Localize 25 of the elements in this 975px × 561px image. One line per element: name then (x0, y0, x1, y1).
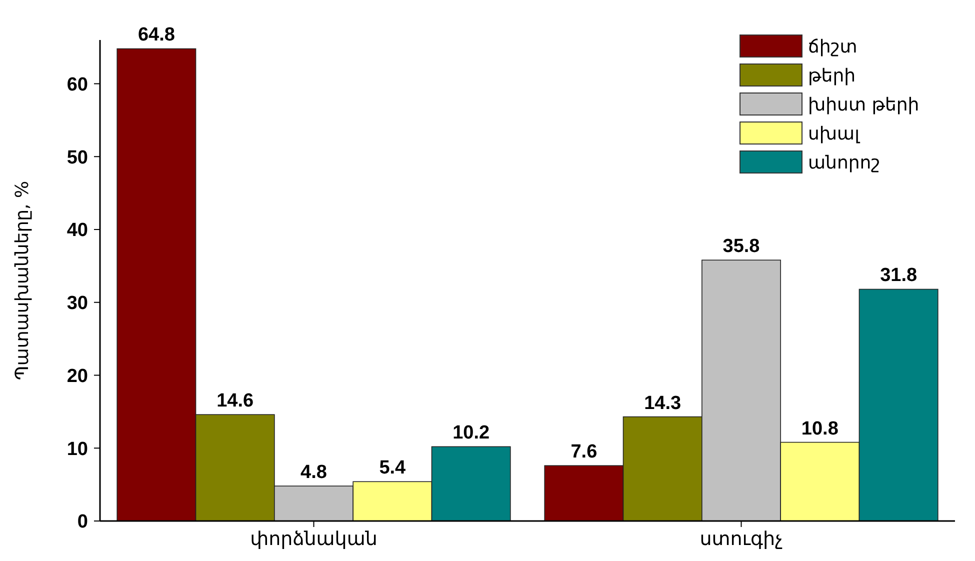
legend-label: թերի (808, 65, 856, 86)
data-label: 4.8 (300, 462, 327, 484)
legend-label: անորոշ (808, 152, 880, 174)
data-label: 5.4 (379, 458, 406, 479)
legend-label: սխալ (808, 123, 861, 144)
data-label: 14.6 (216, 390, 254, 412)
y-axis-title: Պատասխանները, % (12, 180, 33, 380)
data-label: 10.8 (801, 418, 838, 440)
data-label: 64.8 (138, 24, 175, 46)
data-label: 14.3 (644, 392, 682, 414)
y-tick-label: 50 (66, 147, 88, 168)
y-tick-label: 20 (66, 366, 88, 387)
data-label: 31.8 (880, 265, 918, 286)
y-tick-label: 60 (66, 74, 88, 96)
data-label: 10.2 (452, 422, 490, 444)
y-tick-label: 40 (66, 220, 88, 242)
legend-label: ճիշտ (808, 36, 858, 58)
data-label: 7.6 (570, 442, 598, 463)
legend-label: խիստ թերի (808, 94, 920, 116)
x-tick-label: փորձնական (250, 528, 378, 550)
y-tick-label: 0 (77, 512, 88, 533)
data-label: 35.8 (722, 236, 760, 258)
y-tick-label: 30 (66, 293, 88, 314)
x-tick-label: ստուգիչ (700, 528, 784, 550)
y-tick-label: 10 (66, 438, 88, 460)
